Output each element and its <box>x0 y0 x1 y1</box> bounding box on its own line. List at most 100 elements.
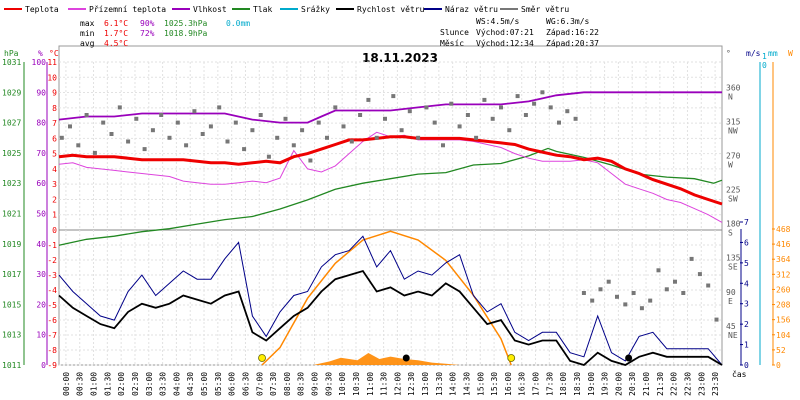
wind-direction-point <box>242 147 247 152</box>
wind-tick-label: 5 <box>744 259 749 268</box>
wind-direction-point <box>407 109 412 114</box>
direction-compass-label: N <box>728 92 733 101</box>
info-moon-label: Měsíc <box>440 39 464 48</box>
humidity-tick-label: 70 <box>36 149 46 158</box>
wind-tick-label: 3 <box>744 300 749 309</box>
wind-tick-label: 1 <box>744 341 749 350</box>
direction-tick-label: 270 <box>726 151 741 160</box>
time-tick-label: 22:30 <box>683 372 692 396</box>
stats-avg-label: avg <box>80 39 95 48</box>
temp-tick-label: 2 <box>52 195 57 204</box>
wind-direction-point <box>150 128 155 133</box>
info-sun-label: Slunce <box>440 28 469 37</box>
wind-tick-label: 0 <box>744 361 749 370</box>
stats-max-rain: 0.0mm <box>226 19 250 28</box>
info-block: WS:4.5m/s WG:6.3m/s Slunce Východ:07:21 … <box>440 17 599 48</box>
wind-direction-point <box>590 298 595 303</box>
wind-direction-point <box>532 101 537 106</box>
humidity-tick-label: 40 <box>36 240 46 249</box>
wind-direction-point <box>656 268 661 273</box>
info-sunset: Západ:16:22 <box>546 28 599 37</box>
temp-tick-label: -4 <box>47 286 57 295</box>
temp-tick-label: 9 <box>52 89 57 98</box>
stats-min-label: min <box>80 29 95 38</box>
wind-direction-point <box>208 124 213 129</box>
solar-tick-label: 208 <box>776 301 791 310</box>
chart-title: 18.11.2023 <box>362 51 438 65</box>
pressure-tick-label: 1023 <box>2 179 21 188</box>
wind-direction-point <box>639 306 644 311</box>
moonrise-marker <box>402 354 410 362</box>
stats-max-label: max <box>80 19 95 28</box>
wind-direction-point <box>631 291 636 295</box>
wind-direction-point <box>266 154 271 159</box>
time-tick-label: 20:30 <box>628 372 637 396</box>
solar-tick-label: 0 <box>776 361 781 370</box>
wind-direction-point <box>250 128 255 133</box>
wind-tick-label: 7 <box>744 218 749 227</box>
time-tick-label: 17:30 <box>545 372 554 396</box>
legend-temperature: Teplota <box>25 5 59 14</box>
wind-speed-line <box>58 269 723 367</box>
wind-direction-point <box>358 113 363 117</box>
legend-rain: Srážky <box>301 5 330 14</box>
time-tick-label: 15:00 <box>476 372 485 396</box>
direction-compass-label: NE <box>728 331 738 340</box>
time-tick-label: 12:00 <box>393 372 402 396</box>
humidity-tick-label: 90 <box>36 88 46 97</box>
wind-direction-point <box>441 143 445 148</box>
unit-percent: % <box>38 49 43 58</box>
wind-direction-point <box>84 113 89 117</box>
time-tick-label: 18:30 <box>573 372 582 396</box>
wind-tick-label: 6 <box>744 238 749 247</box>
wind-direction-point <box>184 143 189 148</box>
sunrise-marker <box>258 354 266 362</box>
wind-direction-point <box>167 135 172 140</box>
solar-tick-label: 468 <box>776 225 791 234</box>
pressure-tick-label: 1031 <box>2 58 21 67</box>
solar-tick-label: 416 <box>776 240 791 249</box>
wind-tick-label: 2 <box>744 320 749 329</box>
time-tick-label: 18:00 <box>559 372 568 396</box>
temp-tick-label: 7 <box>52 119 57 128</box>
wind-direction-point <box>697 272 702 277</box>
temp-tick-label: 5 <box>52 150 57 159</box>
wind-direction-point <box>68 124 72 129</box>
wind-direction-point <box>192 109 197 114</box>
wind-direction-point <box>217 105 222 110</box>
temp-tick-label: 8 <box>52 104 57 113</box>
unit-celsius: °C <box>49 49 59 58</box>
pressure-tick-label: 1019 <box>2 240 21 249</box>
time-tick-label: 04:00 <box>172 372 181 396</box>
time-tick-label: 01:00 <box>90 372 99 396</box>
temp-tick-label: -7 <box>47 331 57 340</box>
wind-direction-point <box>258 113 263 117</box>
info-wind-gust: WG:6.3m/s <box>546 17 590 26</box>
time-tick-label: 01:30 <box>103 372 112 396</box>
wind-direction-point <box>101 120 106 125</box>
pressure-tick-label: 1017 <box>2 270 21 279</box>
time-tick-label: 15:30 <box>490 372 499 396</box>
wind-direction-point <box>507 128 512 133</box>
direction-tick-label: 90 <box>726 288 736 297</box>
humidity-tick-label: 30 <box>36 270 46 279</box>
wind-direction-point <box>316 120 321 125</box>
time-tick-label: 23:30 <box>711 372 720 396</box>
time-tick-label: 00:00 <box>62 372 71 396</box>
wind-direction-point <box>109 132 114 136</box>
wind-direction-point <box>606 279 611 284</box>
temp-tick-label: 1 <box>52 211 57 220</box>
time-tick-label: 17:00 <box>532 372 541 396</box>
rain-tick-label: 1 <box>762 52 767 61</box>
temp-tick-label: 10 <box>47 73 57 82</box>
pressure-tick-label: 1027 <box>2 119 21 128</box>
wind-direction-point <box>300 128 305 133</box>
direction-compass-label: NW <box>728 126 738 135</box>
wind-direction-point <box>399 128 404 133</box>
pressure-tick-label: 1011 <box>2 361 21 370</box>
legend-wind-direction: Směr větru <box>521 5 569 14</box>
time-tick-label: 20:00 <box>614 372 623 396</box>
legend: Teplota Přízemní teplota Vlhkost Tlak Sr… <box>4 5 569 14</box>
time-tick-label: 23:00 <box>697 372 706 396</box>
solar-tick-label: 312 <box>776 270 791 279</box>
